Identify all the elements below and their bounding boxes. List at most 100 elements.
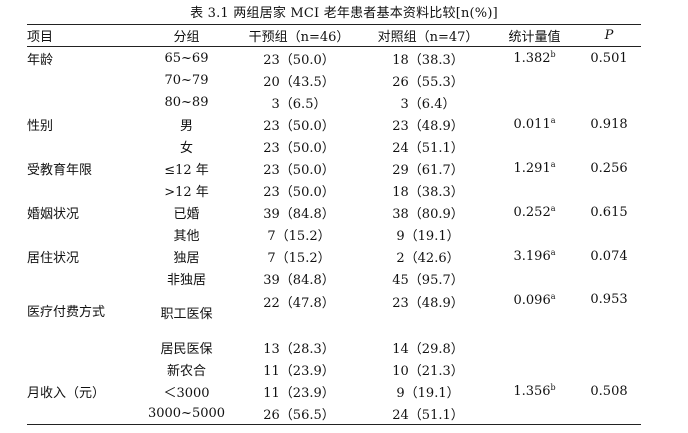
table-row: 80~89 3（6.5） 3（6.4） xyxy=(27,91,641,113)
cell-control-text: 45（95.7） xyxy=(392,272,464,288)
cell-intervention: 20（43.5） xyxy=(234,69,364,91)
table-row: 年龄 65~69 23（50.0） 18（38.3） 1.382b 0.501 xyxy=(27,47,641,70)
cell-group: ≤12 年 xyxy=(139,157,234,179)
cell-stat-text: 3.196 xyxy=(513,249,551,264)
header-intervention: 干预组（n=46） xyxy=(248,30,350,45)
cell-group: ＜3000 xyxy=(139,380,234,402)
cell-control: 26（55.3） xyxy=(364,69,492,91)
header-stat: 统计量值 xyxy=(508,30,561,45)
cell-control: 24（51.1） xyxy=(364,402,492,425)
cell-intervention-text: 11（23.9） xyxy=(263,363,335,379)
cell-group-text: 职工医保 xyxy=(160,307,213,322)
cell-intervention: 7（15.2） xyxy=(234,223,364,245)
cell-group: 职工医保 xyxy=(139,289,234,336)
cell-p xyxy=(577,135,641,157)
cell-control-text: 10（21.3） xyxy=(392,363,464,379)
header-control: 对照组（n=47） xyxy=(377,30,479,45)
cell-intervention-text: 3（6.5） xyxy=(271,96,327,112)
cell-control-text: 24（51.1） xyxy=(392,407,464,423)
cell-intervention-text: 23（50.0） xyxy=(263,140,335,156)
cell-stat: 1.356b xyxy=(492,380,577,402)
header-item: 项目 xyxy=(27,30,54,45)
cell-control-text: 18（38.3） xyxy=(392,184,464,200)
cell-p: 0.501 xyxy=(577,47,641,70)
cell-intervention: 23（50.0） xyxy=(234,135,364,157)
cell-intervention-text: 23（50.0） xyxy=(263,118,335,134)
cell-control: 45（95.7） xyxy=(364,267,492,289)
stat-footnote-mark: a xyxy=(550,248,556,257)
cell-group-text: 女 xyxy=(179,140,193,156)
cell-p-text: 0.501 xyxy=(590,50,628,66)
cell-item-text: 性别 xyxy=(27,118,54,134)
cell-p xyxy=(577,267,641,289)
cell-intervention-text: 13（28.3） xyxy=(263,341,335,357)
cell-intervention: 7（15.2） xyxy=(234,245,364,267)
cell-group: 新农合 xyxy=(139,358,234,380)
cell-intervention: 23（50.0） xyxy=(234,157,364,179)
cell-p xyxy=(577,91,641,113)
cell-control-text: 26（55.3） xyxy=(392,74,464,90)
cell-intervention-text: 23（50.0） xyxy=(263,52,335,68)
cell-group: 女 xyxy=(139,135,234,157)
table-row: 70~79 20（43.5） 26（55.3） xyxy=(27,69,641,91)
cell-p: 0.508 xyxy=(577,380,641,402)
cell-group: 70~79 xyxy=(139,69,234,91)
cell-stat-text: 0.011 xyxy=(513,117,551,132)
cell-control: 2（42.6） xyxy=(364,245,492,267)
cell-control-text: 9（19.1） xyxy=(396,385,460,401)
cell-intervention: 22（47.8） xyxy=(234,289,364,336)
cell-stat xyxy=(492,358,577,380)
cell-p xyxy=(577,179,641,201)
cell-stat xyxy=(492,179,577,201)
cell-stat-text: 0.096 xyxy=(513,293,551,308)
header-row: 项目 分组 干预组（n=46） 对照组（n=47） 统计量值 P xyxy=(27,24,641,47)
cell-item: 医疗付费方式 xyxy=(27,289,139,336)
cell-control: 18（38.3） xyxy=(364,179,492,201)
cell-item xyxy=(27,336,139,358)
cell-p: 0.953 xyxy=(577,289,641,336)
cell-control-text: 3（6.4） xyxy=(400,96,456,112)
stat-footnote-mark: a xyxy=(550,116,556,125)
table-title: 表 3.1 两组居家 MCI 老年患者基本资料比较[n(%)] xyxy=(190,6,498,21)
cell-group: 3000~5000 xyxy=(139,402,234,425)
cell-intervention: 39（84.8） xyxy=(234,201,364,223)
cell-group-text: ＜3000 xyxy=(163,385,210,401)
cell-intervention: 26（56.5） xyxy=(234,402,364,425)
cell-p: 0.074 xyxy=(577,245,641,267)
cell-intervention: 23（50.0） xyxy=(234,179,364,201)
table-row: 医疗付费方式 职工医保 22（47.8） 23（48.9） 0.096a 0.953 xyxy=(27,289,641,336)
cell-item-text: 受教育年限 xyxy=(27,162,93,178)
cell-p xyxy=(577,69,641,91)
cell-stat: 1.382b xyxy=(492,47,577,70)
cell-stat: 3.196a xyxy=(492,245,577,267)
cell-item xyxy=(27,267,139,289)
cell-group: 80~89 xyxy=(139,91,234,113)
cell-control-text: 29（61.7） xyxy=(392,162,464,178)
cell-group: 65~69 xyxy=(139,47,234,70)
cell-group-text: 独居 xyxy=(173,250,200,266)
cell-control-text: 23（48.9） xyxy=(392,296,464,311)
cell-item: 受教育年限 xyxy=(27,157,139,179)
cell-group: 独居 xyxy=(139,245,234,267)
cell-p-text: 0.256 xyxy=(590,160,628,176)
stat-footnote-mark: a xyxy=(550,204,556,213)
table-row: 月收入（元） ＜3000 11（23.9） 9（19.1） 1.356b 0.508 xyxy=(27,380,641,402)
cell-intervention-text: 20（43.5） xyxy=(263,74,335,90)
cell-stat xyxy=(492,336,577,358)
cell-group-text: 新农合 xyxy=(166,363,206,379)
cell-group-text: 居民医保 xyxy=(160,341,213,357)
cell-item xyxy=(27,179,139,201)
table-row: 非独居 39（84.8） 45（95.7） xyxy=(27,267,641,289)
cell-control-text: 9（19.1） xyxy=(396,228,460,244)
cell-control: 23（48.9） xyxy=(364,113,492,135)
cell-control: 9（19.1） xyxy=(364,380,492,402)
cell-group-text: 已婚 xyxy=(173,206,200,222)
cell-item xyxy=(27,69,139,91)
cell-item: 年龄 xyxy=(27,47,139,70)
cell-group: 其他 xyxy=(139,223,234,245)
cell-intervention: 11（23.9） xyxy=(234,380,364,402)
cell-stat-text: 0.252 xyxy=(513,205,551,220)
cell-item: 婚姻状况 xyxy=(27,201,139,223)
cell-intervention-text: 23（50.0） xyxy=(263,162,335,178)
cell-item xyxy=(27,223,139,245)
